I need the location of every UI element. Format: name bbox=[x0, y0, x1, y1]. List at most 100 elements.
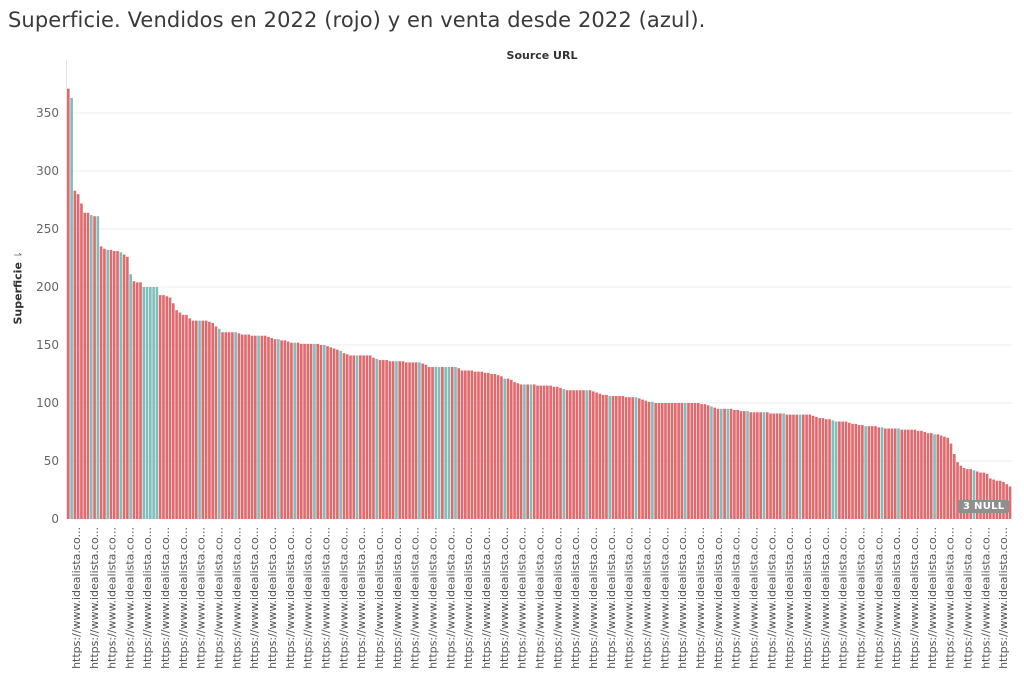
bar[interactable] bbox=[795, 414, 799, 519]
bar[interactable] bbox=[385, 360, 388, 519]
bar[interactable] bbox=[559, 387, 562, 519]
bar[interactable] bbox=[303, 343, 306, 519]
bar[interactable] bbox=[204, 320, 208, 519]
bar[interactable] bbox=[621, 396, 625, 519]
bar[interactable] bbox=[683, 403, 687, 519]
bar[interactable] bbox=[263, 335, 267, 519]
bar[interactable] bbox=[93, 216, 96, 520]
bar[interactable] bbox=[772, 413, 776, 519]
bar[interactable] bbox=[526, 384, 530, 519]
bar[interactable] bbox=[73, 190, 77, 519]
bar[interactable] bbox=[260, 335, 264, 519]
bar[interactable] bbox=[532, 384, 536, 519]
bar[interactable] bbox=[939, 435, 943, 519]
bar[interactable] bbox=[211, 322, 215, 519]
bar[interactable] bbox=[227, 332, 231, 519]
bar[interactable] bbox=[332, 348, 336, 519]
bar[interactable] bbox=[126, 256, 129, 519]
bar[interactable] bbox=[172, 303, 175, 519]
bar[interactable] bbox=[687, 403, 690, 519]
bar[interactable] bbox=[756, 412, 759, 519]
bar[interactable] bbox=[634, 397, 638, 519]
bar[interactable] bbox=[821, 418, 825, 519]
bar[interactable] bbox=[1008, 486, 1012, 519]
bar[interactable] bbox=[700, 404, 703, 519]
bar[interactable] bbox=[313, 343, 316, 519]
bar[interactable] bbox=[926, 433, 930, 519]
bar[interactable] bbox=[280, 340, 283, 519]
bar[interactable] bbox=[109, 249, 113, 519]
bar[interactable] bbox=[129, 274, 132, 519]
bar[interactable] bbox=[247, 334, 251, 519]
bar[interactable] bbox=[441, 367, 444, 519]
bar[interactable] bbox=[270, 338, 274, 519]
bar[interactable] bbox=[660, 403, 664, 519]
bar[interactable] bbox=[83, 212, 87, 519]
bar[interactable] bbox=[254, 335, 257, 519]
bar[interactable] bbox=[483, 372, 487, 519]
bar[interactable] bbox=[972, 470, 976, 519]
bar[interactable] bbox=[828, 419, 831, 519]
column-header[interactable]: Source URL bbox=[506, 49, 578, 62]
bar[interactable] bbox=[424, 364, 428, 519]
bar[interactable] bbox=[67, 88, 70, 519]
bar[interactable] bbox=[946, 437, 950, 519]
bar[interactable] bbox=[752, 412, 756, 519]
bar[interactable] bbox=[815, 416, 818, 519]
bar[interactable] bbox=[588, 390, 592, 519]
bar[interactable] bbox=[723, 408, 726, 519]
bar[interactable] bbox=[414, 362, 418, 519]
bar[interactable] bbox=[434, 367, 438, 519]
bar[interactable] bbox=[966, 469, 969, 519]
bar[interactable] bbox=[231, 332, 234, 519]
bar[interactable] bbox=[293, 342, 297, 519]
bar[interactable] bbox=[598, 393, 602, 519]
bar[interactable] bbox=[306, 343, 310, 519]
bar[interactable] bbox=[382, 360, 385, 519]
bar[interactable] bbox=[208, 321, 211, 519]
bar[interactable] bbox=[506, 378, 510, 519]
bar[interactable] bbox=[949, 443, 953, 519]
bar[interactable] bbox=[194, 320, 198, 519]
bar[interactable] bbox=[992, 479, 995, 519]
bar[interactable] bbox=[89, 215, 93, 519]
bar[interactable] bbox=[447, 367, 451, 519]
bar[interactable] bbox=[132, 281, 136, 519]
bar[interactable] bbox=[283, 340, 287, 519]
bar[interactable] bbox=[857, 425, 861, 519]
bar[interactable] bbox=[631, 397, 635, 519]
bar[interactable] bbox=[719, 408, 723, 519]
bar[interactable] bbox=[818, 418, 822, 519]
bar[interactable] bbox=[900, 429, 904, 519]
bar[interactable] bbox=[943, 436, 946, 519]
bar[interactable] bbox=[792, 414, 795, 519]
bar[interactable] bbox=[733, 409, 736, 519]
bar[interactable] bbox=[168, 297, 172, 519]
bar[interactable] bbox=[923, 432, 927, 519]
bar[interactable] bbox=[490, 374, 493, 519]
bar[interactable] bbox=[345, 354, 349, 519]
bar[interactable] bbox=[903, 429, 907, 519]
bar[interactable] bbox=[788, 414, 792, 519]
bar[interactable] bbox=[890, 428, 894, 519]
bar[interactable] bbox=[286, 341, 290, 519]
bar[interactable] bbox=[119, 252, 123, 519]
bar[interactable] bbox=[854, 423, 858, 519]
bar[interactable] bbox=[316, 343, 320, 519]
bar[interactable] bbox=[165, 296, 169, 519]
bar[interactable] bbox=[395, 361, 398, 519]
bar[interactable] bbox=[572, 390, 575, 519]
bar[interactable] bbox=[509, 379, 513, 519]
bar[interactable] bbox=[234, 332, 237, 519]
bar[interactable] bbox=[975, 471, 979, 519]
bar[interactable] bbox=[158, 295, 162, 519]
bar[interactable] bbox=[493, 374, 497, 519]
bar[interactable] bbox=[470, 370, 474, 519]
bar[interactable] bbox=[677, 403, 680, 519]
bar[interactable] bbox=[178, 312, 182, 519]
bar[interactable] bbox=[834, 421, 838, 519]
bar[interactable] bbox=[185, 314, 188, 519]
bar[interactable] bbox=[657, 403, 661, 519]
bar[interactable] bbox=[585, 390, 589, 519]
bar[interactable] bbox=[99, 246, 103, 519]
